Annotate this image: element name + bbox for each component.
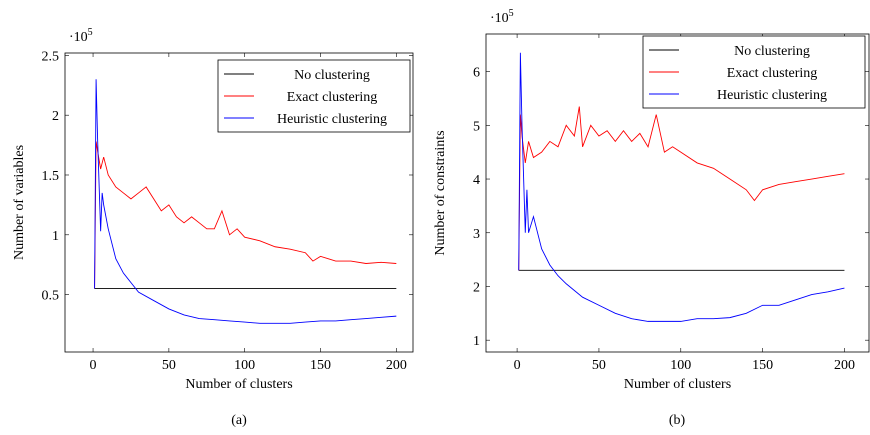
plot-frame (64, 52, 414, 353)
legend-label: Exact clustering (287, 90, 378, 105)
y-multiplier: ·105 (490, 8, 514, 26)
data-line (518, 106, 845, 271)
y-axis-label: Number of constraints (433, 130, 448, 255)
caption: (b) (669, 413, 686, 428)
y-tick-label: 0.5 (42, 289, 60, 304)
y-tick-label: 3 (473, 227, 480, 242)
x-axis-label: Number of clusters (185, 377, 292, 392)
legend-box (642, 35, 866, 109)
y-tick-label: 5 (473, 119, 480, 134)
plot-frame (485, 33, 870, 353)
y-multiplier-base: ·10 (69, 30, 88, 45)
data-line (94, 79, 397, 324)
y-tick-label: 6 (473, 66, 480, 81)
y-multiplier-base: ·10 (490, 11, 509, 26)
x-axis-label: Number of clusters (624, 377, 731, 392)
y-tick-label: 1 (473, 334, 480, 349)
x-tick-label: 200 (386, 358, 407, 373)
data-line (518, 52, 845, 322)
legend-label: Heuristic clustering (277, 112, 387, 127)
x-tick-label: 50 (162, 358, 176, 373)
legend-label: Heuristic clustering (717, 88, 827, 103)
legend-label: No clustering (734, 44, 810, 59)
x-tick-label: 200 (834, 358, 855, 373)
legend-label: Exact clustering (727, 66, 818, 81)
y-multiplier: ·105 (69, 27, 93, 45)
y-tick-label: 2 (52, 109, 59, 124)
x-tick-label: 0 (90, 358, 97, 373)
x-tick-label: 100 (670, 358, 691, 373)
x-tick-label: 100 (234, 358, 255, 373)
y-tick-label: 2 (473, 280, 480, 295)
legend-label: No clustering (294, 68, 370, 83)
x-tick-label: 150 (752, 358, 773, 373)
caption: (a) (231, 413, 247, 428)
y-tick-label: 4 (473, 173, 480, 188)
x-tick-label: 0 (514, 358, 521, 373)
data-line (94, 141, 397, 289)
x-tick-label: 150 (310, 358, 331, 373)
y-multiplier-exponent: 5 (509, 8, 514, 19)
y-tick-label: 1.5 (42, 169, 60, 184)
y-multiplier-exponent: 5 (88, 27, 93, 38)
y-axis-label: Number of variables (12, 145, 27, 260)
y-tick-label: 2.5 (42, 49, 60, 64)
y-tick-label: 1 (52, 229, 59, 244)
x-tick-label: 50 (592, 358, 606, 373)
